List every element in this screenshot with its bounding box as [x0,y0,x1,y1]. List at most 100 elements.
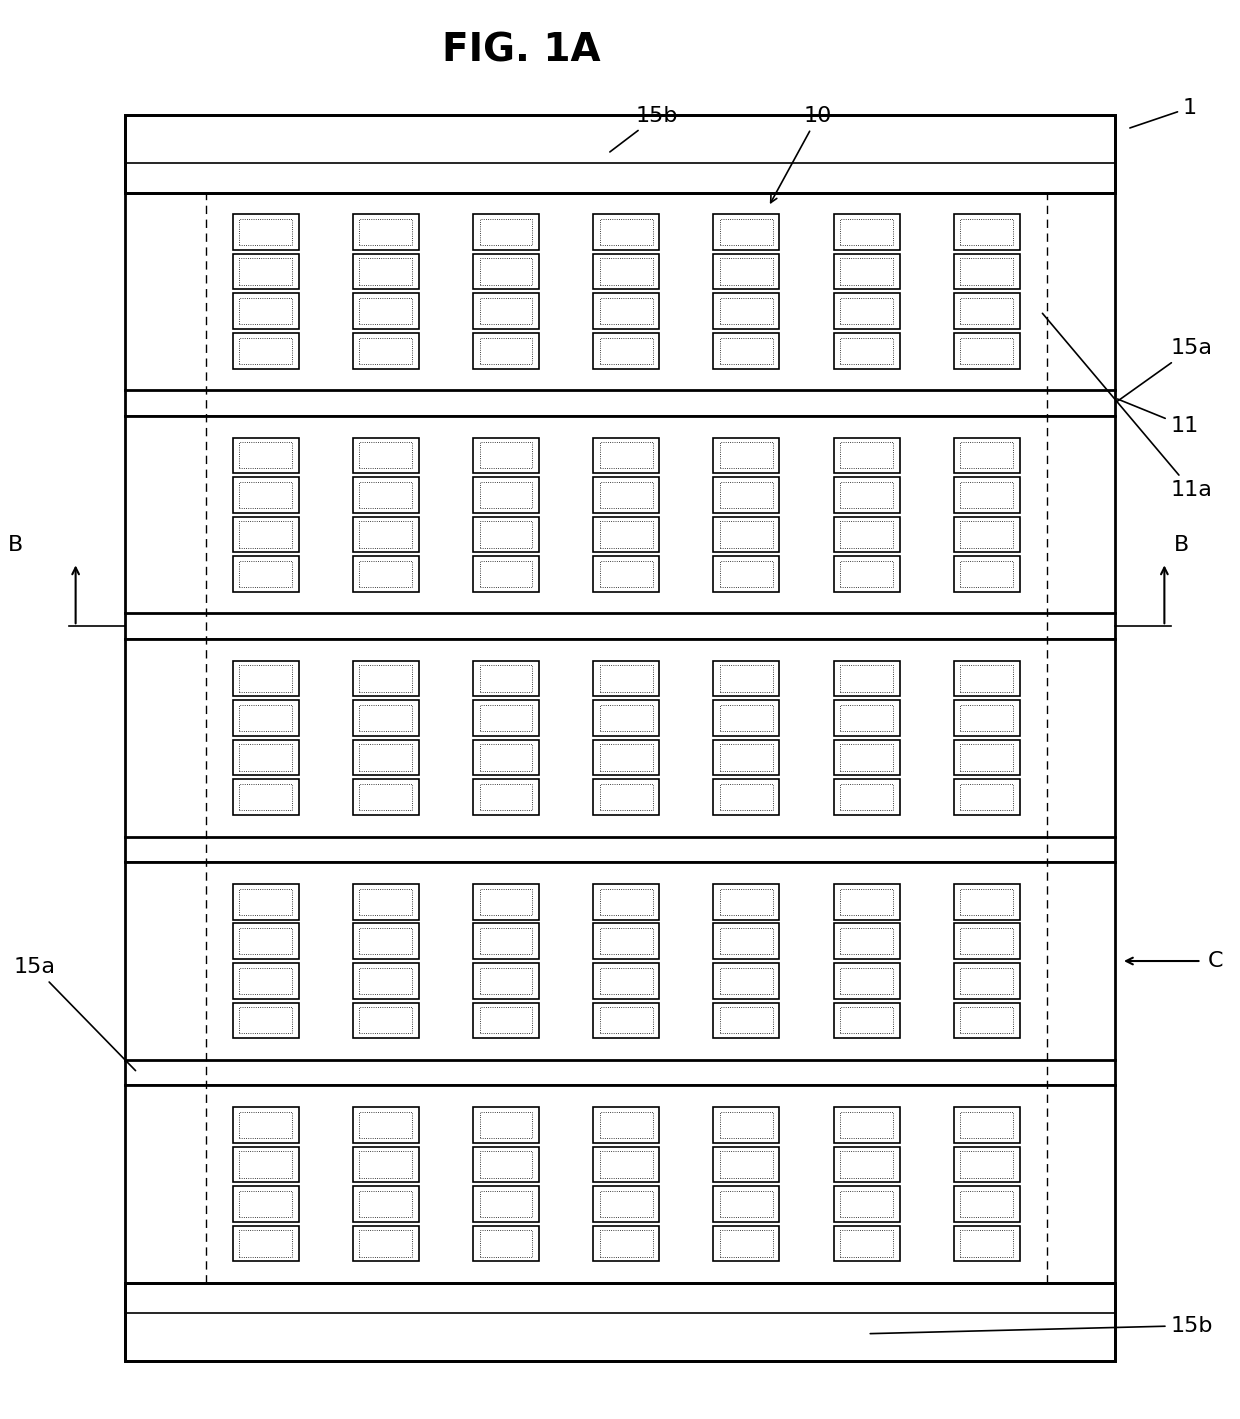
Bar [841,928,893,955]
Bar [480,1111,532,1138]
Bar [841,705,893,731]
Bar [472,556,539,592]
Bar [233,294,299,329]
Bar [841,745,893,771]
Bar [833,739,899,775]
Bar [239,561,293,587]
Bar [352,294,419,329]
Bar [233,739,299,775]
Bar [841,298,893,325]
Text: B: B [7,535,22,555]
Bar [472,1003,539,1039]
Bar [600,968,652,993]
Bar [233,779,299,815]
Bar [239,443,293,468]
Bar [600,1111,652,1138]
Bar [713,779,780,815]
Bar [472,254,539,289]
Bar [600,783,652,810]
Bar [239,219,293,245]
Bar [600,928,652,955]
Bar [352,437,419,473]
Bar [713,477,780,512]
Bar [713,884,780,920]
Bar [239,258,293,285]
Bar [360,888,412,915]
Bar [352,214,419,250]
Bar [954,1226,1019,1261]
Bar [472,884,539,920]
Bar [239,928,293,955]
Bar [360,219,412,245]
Bar [593,739,660,775]
Bar [713,437,780,473]
Bar [480,1230,532,1257]
Bar [600,705,652,731]
Bar [600,561,652,587]
Bar [352,661,419,697]
Bar [472,1226,539,1261]
Bar [720,745,773,771]
Bar [239,481,293,508]
Bar [360,1191,412,1218]
Bar [600,481,652,508]
Bar [593,1107,660,1142]
Bar [833,1226,899,1261]
Bar [954,477,1019,512]
Bar [352,1003,419,1039]
Bar [841,521,893,548]
Bar [352,884,419,920]
Bar [360,338,412,363]
Bar [960,1111,1013,1138]
Bar [600,338,652,363]
Bar [833,884,899,920]
Bar [472,1147,539,1182]
Bar [233,924,299,959]
Bar [960,888,1013,915]
Bar [713,700,780,736]
Bar [480,258,532,285]
Bar [233,700,299,736]
Bar [954,739,1019,775]
Bar [954,437,1019,473]
Bar [480,219,532,245]
Bar [954,779,1019,815]
Bar [239,888,293,915]
Bar [352,924,419,959]
Bar [960,521,1013,548]
Bar [233,1147,299,1182]
Bar [960,1191,1013,1218]
Bar [954,254,1019,289]
Bar [360,258,412,285]
Bar [352,254,419,289]
Bar [833,924,899,959]
Text: C: C [1208,951,1223,971]
Bar [593,517,660,552]
Bar [960,481,1013,508]
Text: 10: 10 [771,106,832,203]
Bar [713,1186,780,1222]
Text: 1: 1 [1130,98,1197,128]
Bar [960,1230,1013,1257]
Bar [841,1111,893,1138]
Bar [720,705,773,731]
Bar [833,254,899,289]
Bar [833,1147,899,1182]
Bar [472,779,539,815]
Bar [713,214,780,250]
Bar [960,705,1013,731]
Bar [593,779,660,815]
Bar [833,700,899,736]
Bar [480,705,532,731]
Bar [720,783,773,810]
Bar [480,888,532,915]
Bar [600,1151,652,1178]
Bar [960,298,1013,325]
Text: 15b: 15b [610,106,678,152]
Bar [352,700,419,736]
Bar [720,1007,773,1033]
Bar [480,745,532,771]
Bar [960,745,1013,771]
Bar [360,1230,412,1257]
Bar [352,964,419,999]
